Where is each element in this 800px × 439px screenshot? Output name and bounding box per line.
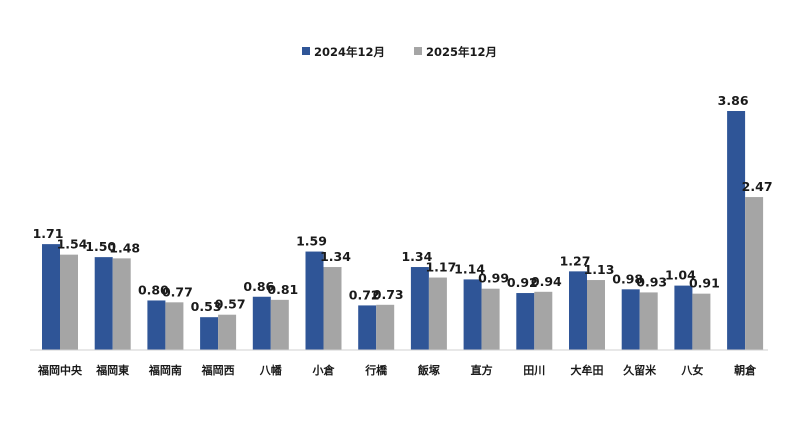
data-label: 1.13 [584, 262, 615, 277]
bars [42, 111, 764, 350]
data-label: 1.54 [57, 237, 88, 252]
category-label: 飯塚 [417, 363, 440, 377]
data-label: 0.98 [612, 271, 643, 286]
data-label: 1.04 [665, 268, 696, 283]
bar-2025-0 [60, 254, 78, 350]
category-label: 八幡 [259, 363, 283, 377]
category-label: 久留米 [623, 363, 657, 377]
bar-2025-3 [218, 314, 237, 350]
data-label: 1.27 [560, 253, 591, 268]
bar-2024-12 [674, 285, 693, 350]
bar-2024-1 [94, 257, 113, 350]
bar-2025-4 [270, 299, 289, 350]
bar-2025-5 [323, 267, 342, 350]
legend: 2024年12月 2025年12月 [302, 45, 497, 59]
bar-2024-6 [358, 305, 377, 350]
category-label: 福岡東 [95, 363, 130, 377]
data-label: 0.99 [478, 271, 509, 286]
data-label: 1.17 [425, 260, 456, 275]
data-label: 0.81 [267, 282, 298, 297]
data-label: 1.14 [454, 261, 485, 276]
bar-2025-8 [481, 288, 500, 350]
category-label: 大牟田 [571, 363, 604, 377]
data-label: 1.34 [401, 249, 432, 264]
category-label: 八女 [680, 363, 703, 377]
data-label: 1.48 [109, 240, 140, 255]
bar-2024-2 [147, 300, 166, 350]
category-label: 朝倉 [734, 363, 757, 377]
data-label: 1.50 [85, 239, 116, 254]
category-label: 直方 [471, 363, 493, 377]
bar-2024-8 [463, 279, 482, 350]
bar-2025-2 [165, 302, 184, 350]
category-label: 行橋 [364, 363, 388, 377]
legend-label: 2025年12月 [426, 45, 497, 59]
data-label: 0.94 [531, 274, 562, 289]
bar-2025-11 [639, 292, 658, 350]
category-label: 小倉 [312, 363, 336, 377]
data-label: 0.57 [215, 297, 246, 312]
data-label: 0.73 [373, 287, 404, 302]
data-label: 1.71 [33, 226, 64, 241]
data-label: 0.72 [349, 287, 380, 302]
data-label: 0.91 [689, 276, 720, 291]
category-label: 福岡西 [201, 363, 235, 377]
legend-swatch [302, 47, 310, 55]
bar-2024-10 [569, 271, 587, 350]
data-label: 3.86 [718, 93, 749, 108]
labels: 1.711.54福岡中央1.501.48福岡東0.800.77福岡南0.530.… [33, 93, 773, 377]
bar-2024-13 [727, 111, 746, 350]
bar-2025-10 [587, 280, 605, 350]
bar-2024-0 [42, 244, 60, 350]
bar-2024-5 [305, 251, 324, 350]
bar-2025-1 [112, 258, 131, 350]
bar-2024-3 [200, 317, 219, 350]
bar-2024-11 [621, 289, 640, 350]
data-label: 1.34 [320, 249, 351, 264]
data-label: 0.53 [191, 299, 222, 314]
data-label: 0.93 [636, 274, 667, 289]
category-label: 福岡中央 [37, 363, 83, 377]
data-label: 2.47 [742, 179, 773, 194]
bar-2025-13 [745, 197, 764, 350]
bar-2025-6 [376, 304, 395, 350]
legend-swatch [414, 47, 422, 55]
category-label: 田川 [523, 364, 545, 377]
data-label: 0.92 [507, 275, 538, 290]
data-label: 0.80 [138, 282, 169, 297]
legend-label: 2024年12月 [314, 45, 385, 59]
category-label: 福岡南 [148, 363, 182, 377]
bar-2024-9 [516, 293, 535, 350]
bar-2025-12 [692, 293, 711, 350]
data-label: 0.86 [243, 279, 274, 294]
bar-2025-9 [534, 291, 553, 350]
bar-2024-4 [252, 296, 271, 350]
bar-2025-7 [428, 277, 447, 350]
data-label: 0.77 [162, 284, 193, 299]
bar-2024-7 [410, 267, 429, 350]
data-label: 1.59 [296, 234, 327, 249]
